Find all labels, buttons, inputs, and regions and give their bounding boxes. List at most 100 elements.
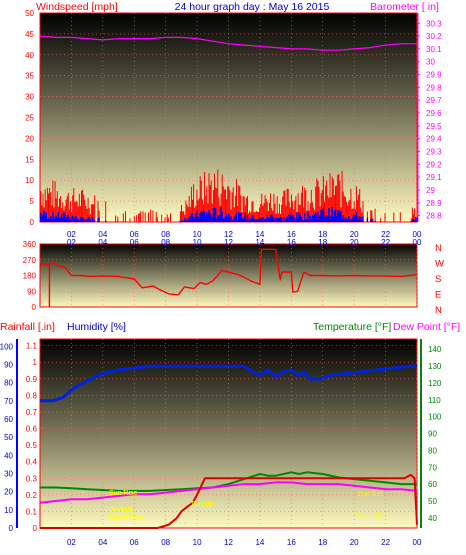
time-tick-label-p2: 12 bbox=[224, 238, 233, 247]
time-tick-label-p2: 14 bbox=[255, 238, 264, 247]
astro-marker-line bbox=[123, 489, 135, 501]
humidity-tick-label: 30 bbox=[4, 469, 13, 478]
time-tick-label-p2: 02 bbox=[67, 238, 76, 247]
temperature-tick-label: 120 bbox=[428, 379, 442, 388]
humidity-tick-label: 40 bbox=[4, 451, 13, 460]
astro-annotation: Twilight bbox=[190, 501, 213, 508]
windspeed-tick-label: 45 bbox=[25, 30, 34, 39]
barometer-tick-label: 29.9 bbox=[426, 71, 442, 80]
time-tick-label-p3: 22 bbox=[381, 538, 390, 547]
barometer-tick-label: 30.3 bbox=[426, 19, 442, 28]
rainfall-tick-label: 0.9 bbox=[26, 375, 38, 384]
compass-label: N bbox=[435, 243, 442, 254]
dewpoint-series bbox=[39, 481, 418, 504]
humidity-tick-label: 80 bbox=[4, 379, 13, 388]
humidity-series bbox=[40, 364, 417, 403]
windspeed-tick-label: 30 bbox=[25, 93, 34, 102]
humidity-tick-label: 10 bbox=[4, 506, 13, 515]
time-tick-label-p1: 04 bbox=[98, 230, 107, 239]
temperature-tick-label: 40 bbox=[428, 514, 437, 523]
windspeed-tick-label: 10 bbox=[25, 176, 34, 185]
time-tick-label-p3: 18 bbox=[318, 538, 327, 547]
time-tick-label-p1: 00 bbox=[413, 230, 422, 239]
compass-label: N bbox=[435, 305, 442, 316]
astro-annotation: Moon Rise bbox=[110, 514, 144, 521]
barometer-tick-label: 29.6 bbox=[426, 109, 442, 118]
barometer-tick-label: 29.8 bbox=[426, 83, 442, 92]
time-tick-label-p1: 14 bbox=[255, 230, 264, 239]
time-tick-label-p3: 20 bbox=[350, 538, 359, 547]
time-tick-label-p3: 00 bbox=[413, 538, 422, 547]
windspeed-tick-label: 0 bbox=[30, 218, 35, 227]
time-tick-label-p2: 16 bbox=[287, 238, 296, 247]
time-tick-label-p3: 10 bbox=[193, 538, 202, 547]
rainfall-tick-label: 0.5 bbox=[26, 441, 38, 450]
windspeed-tick-label: 35 bbox=[25, 72, 34, 81]
time-tick-label-p2: 22 bbox=[381, 238, 390, 247]
grid-lines bbox=[40, 13, 418, 528]
temperature-tick-label: 90 bbox=[428, 430, 437, 439]
humidity-tick-label: 70 bbox=[4, 397, 13, 406]
temperature-tick-label: 70 bbox=[428, 463, 437, 472]
humidity-tick-label: 50 bbox=[4, 433, 13, 442]
rainfall-tick-label: 0.3 bbox=[26, 474, 38, 483]
temperature-tick-label: 140 bbox=[428, 345, 442, 354]
windspeed-series bbox=[40, 169, 418, 222]
barometer-tick-label: 28.8 bbox=[426, 212, 442, 221]
time-tick-label-p2: 06 bbox=[130, 238, 139, 247]
axis-ticks: 0202020404040606060808081010101212121414… bbox=[0, 9, 444, 547]
rainfall-axis-label: Rainfall [.in] bbox=[0, 321, 55, 333]
time-tick-label-p3: 16 bbox=[287, 538, 296, 547]
windspeed-tick-label: 20 bbox=[25, 134, 34, 143]
time-tick-label-p3: 08 bbox=[161, 538, 170, 547]
rainfall-series bbox=[40, 473, 418, 529]
barometer-tick-label: 29.3 bbox=[426, 147, 442, 156]
humidity-tick-label: 90 bbox=[4, 360, 13, 369]
humidity-tick-label: 0 bbox=[9, 524, 14, 533]
time-tick-label-p1: 20 bbox=[350, 230, 359, 239]
astro-annotation: Sun Rise bbox=[109, 490, 138, 497]
rainfall-tick-label: 0 bbox=[33, 524, 38, 533]
barometer-tick-label: 29.5 bbox=[426, 122, 442, 131]
astro-annotation: Moon Set bbox=[355, 512, 385, 519]
barometer-axis-label: Barometer [ in] bbox=[370, 1, 439, 13]
barometer-tick-label: 29.1 bbox=[426, 173, 442, 182]
direction-tick-label: 180 bbox=[23, 272, 37, 281]
time-tick-label-p2: 04 bbox=[98, 238, 107, 247]
time-tick-label-p3: 04 bbox=[98, 538, 107, 547]
rainfall-tick-label: 1 bbox=[33, 358, 38, 367]
time-tick-label-p1: 16 bbox=[287, 230, 296, 239]
windspeed-tick-label: 50 bbox=[25, 9, 34, 18]
windspeed-tick-label: 25 bbox=[25, 114, 34, 123]
temperature-tick-label: 60 bbox=[428, 480, 437, 489]
temperature-tick-label: 80 bbox=[428, 446, 437, 455]
windspeed-axis-label: Windspeed [mph] bbox=[36, 1, 118, 13]
barometer-series bbox=[39, 35, 417, 51]
windspeed-tick-label: 5 bbox=[30, 197, 35, 206]
time-tick-label-p3: 14 bbox=[255, 538, 264, 547]
direction-tick-label: 0 bbox=[32, 303, 37, 312]
barometer-tick-label: 30.2 bbox=[426, 32, 442, 41]
barometer-tick-label: 30.1 bbox=[426, 45, 442, 54]
barometer-tick-label: 28.9 bbox=[426, 199, 442, 208]
time-tick-label-p1: 12 bbox=[224, 230, 233, 239]
data-series bbox=[39, 35, 418, 529]
dewpoint-axis-label: Dew Point [°F] bbox=[393, 321, 460, 333]
rainfall-tick-label: 0.7 bbox=[26, 408, 38, 417]
time-tick-label-p1: 22 bbox=[381, 230, 390, 239]
wind-direction-series bbox=[39, 248, 418, 296]
temperature-tick-label: 100 bbox=[428, 413, 442, 422]
humidity-axis-label: Humidity [%] bbox=[67, 321, 126, 333]
compass-label: S bbox=[435, 274, 441, 285]
time-tick-label-p3: 06 bbox=[130, 538, 139, 547]
time-tick-label-p2: 18 bbox=[318, 238, 327, 247]
temperature-tick-label: 130 bbox=[428, 362, 442, 371]
gust-series bbox=[40, 207, 418, 222]
astro-annotation: Twilight bbox=[110, 507, 133, 514]
time-tick-label-p1: 02 bbox=[67, 230, 76, 239]
time-tick-label-p3: 02 bbox=[67, 538, 76, 547]
time-tick-label-p1: 06 bbox=[130, 230, 139, 239]
